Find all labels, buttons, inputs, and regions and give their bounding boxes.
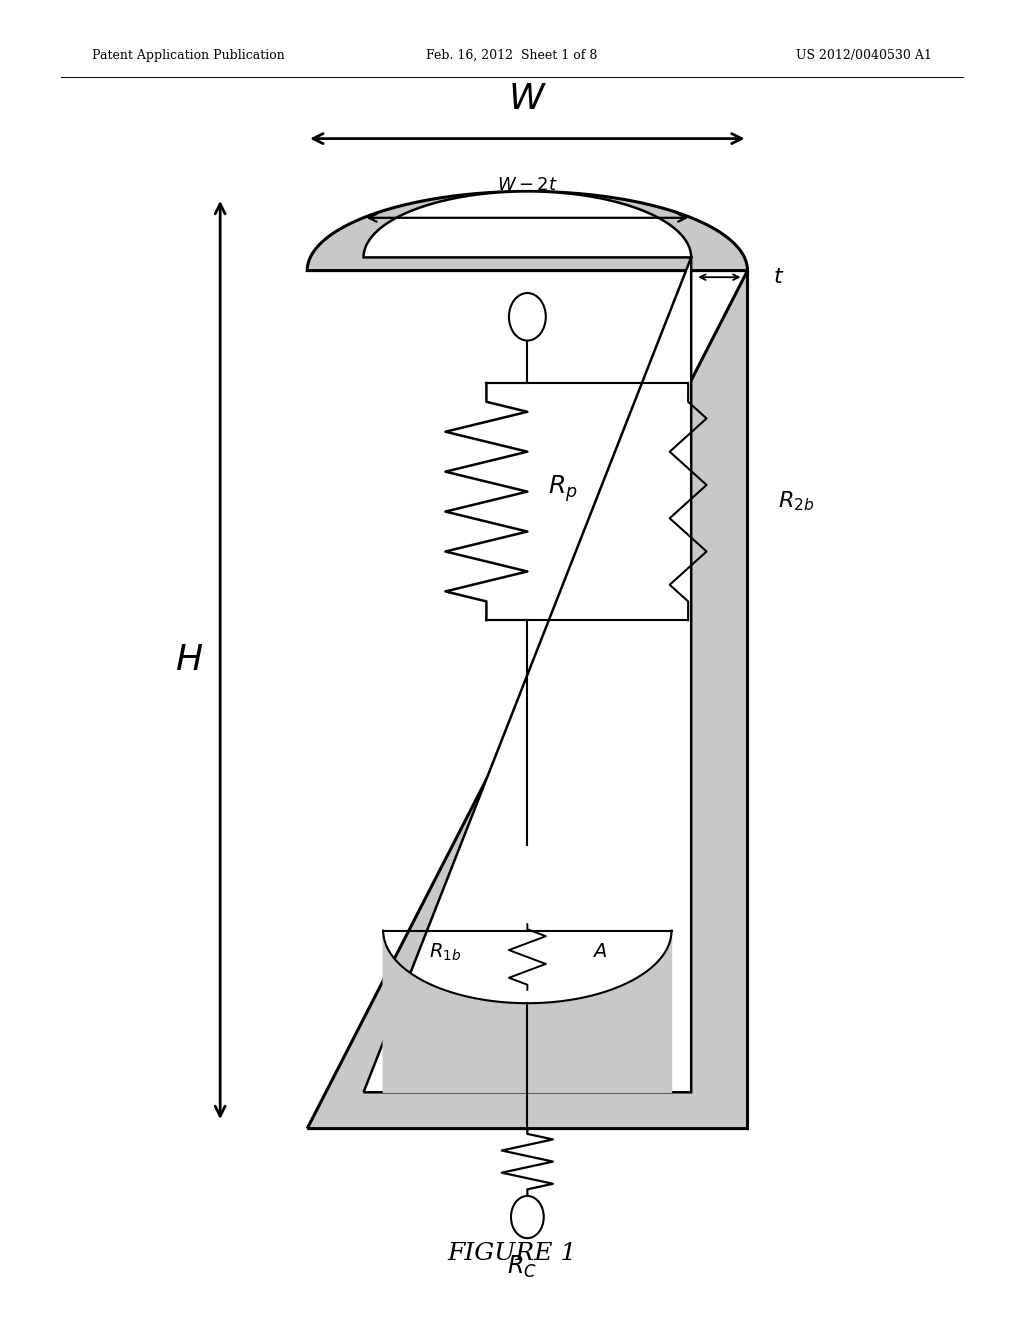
PathPatch shape (307, 191, 748, 1129)
Text: $W-2t$: $W-2t$ (497, 176, 558, 194)
Text: $H$: $H$ (175, 643, 204, 677)
Text: $A$: $A$ (592, 944, 606, 961)
Text: US 2012/0040530 A1: US 2012/0040530 A1 (796, 49, 932, 62)
Text: $W$: $W$ (508, 82, 547, 116)
Text: $t$: $t$ (773, 267, 784, 288)
PathPatch shape (364, 191, 691, 1093)
Text: Patent Application Publication: Patent Application Publication (92, 49, 285, 62)
Polygon shape (383, 931, 672, 1093)
Text: $R_p$: $R_p$ (548, 473, 578, 504)
Text: $R_{2b}$: $R_{2b}$ (778, 490, 815, 513)
Text: Feb. 16, 2012  Sheet 1 of 8: Feb. 16, 2012 Sheet 1 of 8 (426, 49, 598, 62)
Text: $R_{1b}$: $R_{1b}$ (429, 941, 462, 964)
Text: $R_C$: $R_C$ (507, 1254, 538, 1280)
Circle shape (509, 293, 546, 341)
Text: FIGURE 1: FIGURE 1 (447, 1242, 577, 1266)
Circle shape (511, 1196, 544, 1238)
